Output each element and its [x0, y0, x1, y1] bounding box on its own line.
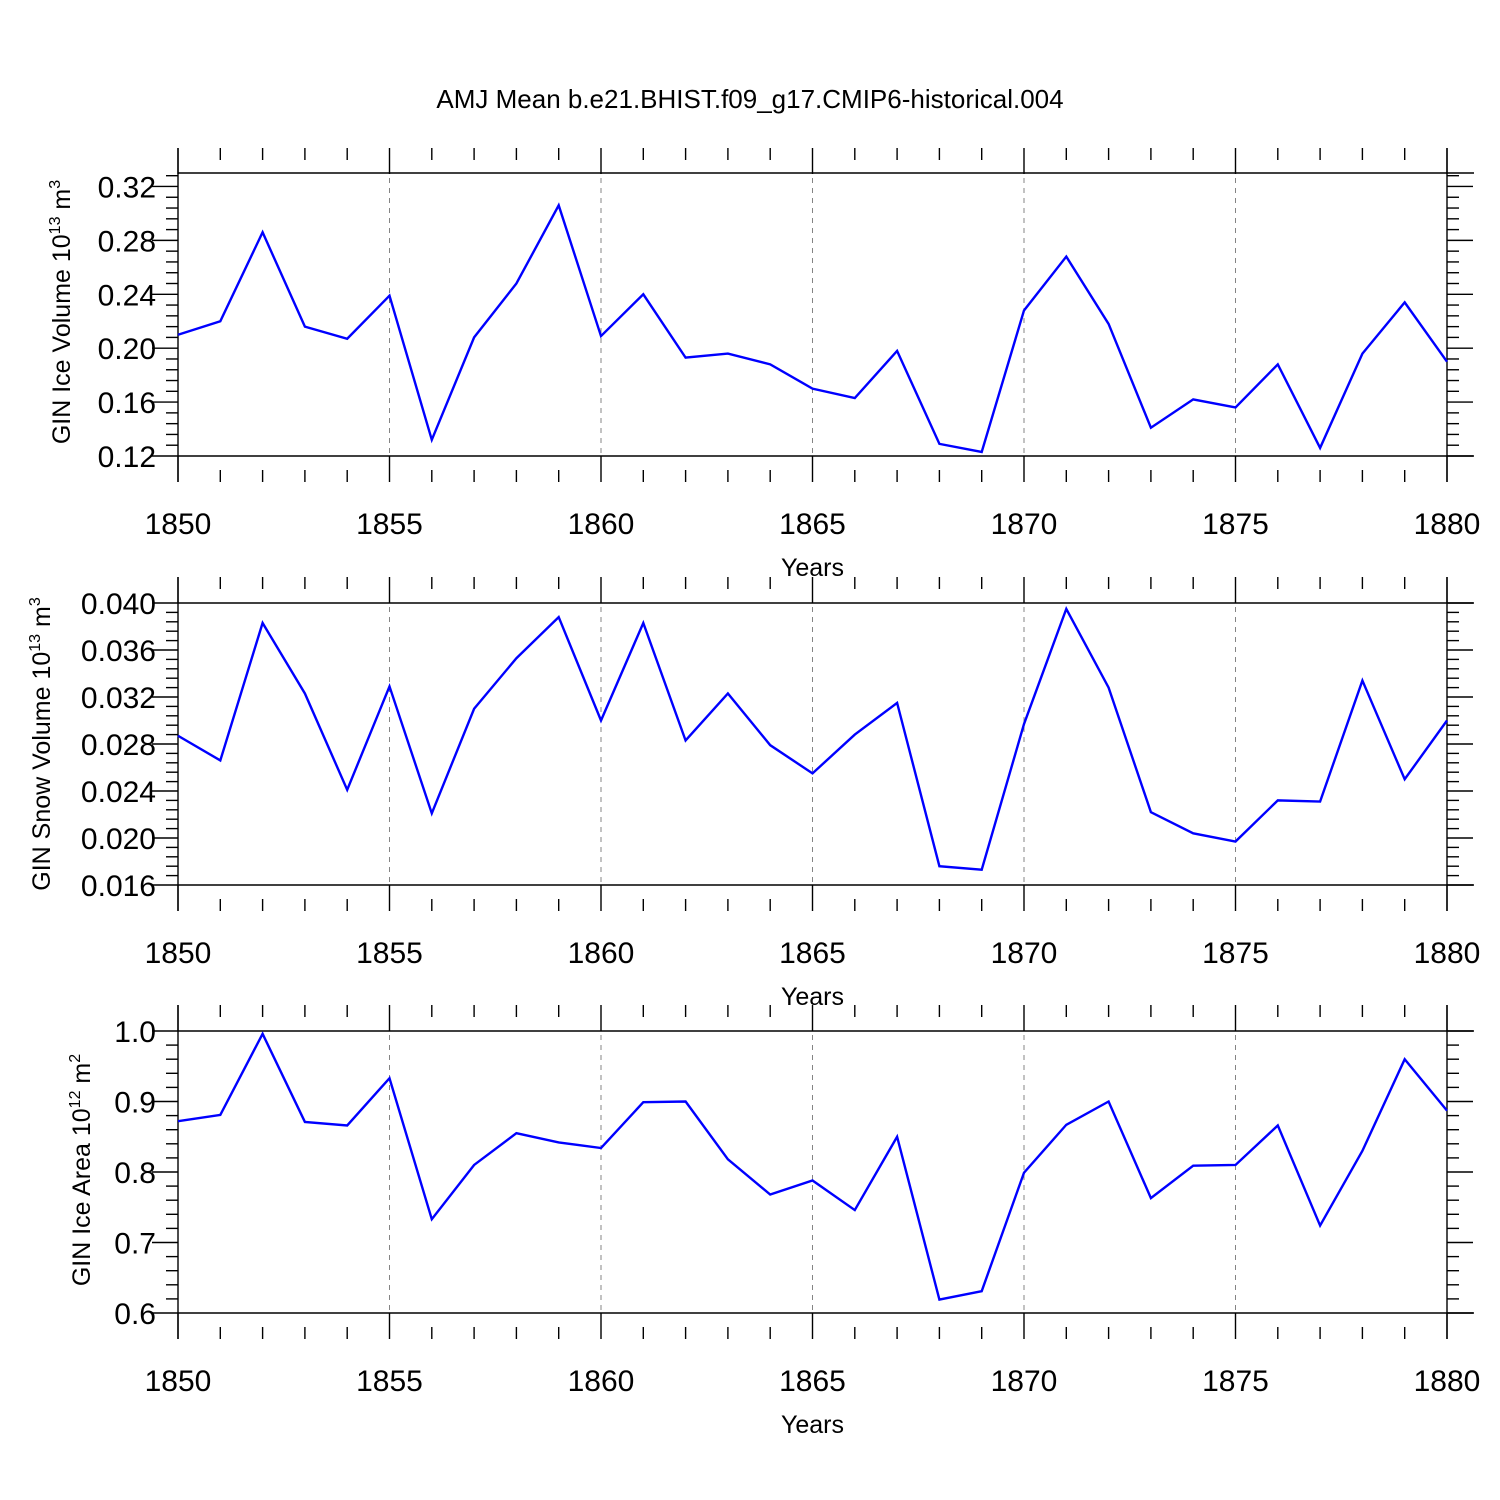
- x-tick-label: 1880: [1414, 937, 1481, 970]
- y-tick-label: 0.9: [114, 1087, 156, 1120]
- y-tick-label: 0.040: [81, 588, 156, 621]
- ice-volume-panel: 1850 1855 1860 1865 1870 1875 1880Years0.120.1…: [47, 148, 1480, 582]
- y-tick-label: 0.20: [98, 333, 156, 366]
- y-axis-title: GIN Snow Volume 1013 m3: [27, 597, 56, 891]
- x-tick-label: 1870: [991, 1365, 1058, 1398]
- y-tick-label: 0.32: [98, 171, 156, 204]
- x-tick-label: 1860: [568, 937, 635, 970]
- x-tick-label: 1855: [356, 937, 423, 970]
- y-tick-label: 0.24: [98, 279, 156, 312]
- y-tick-label: 0.8: [114, 1157, 156, 1190]
- x-tick-label: 1855: [356, 1365, 423, 1398]
- x-tick-label: 1850: [145, 508, 212, 541]
- y-axis-title: GIN Ice Volume 1013 m3: [47, 180, 76, 444]
- y-tick-label: 0.032: [81, 682, 156, 715]
- x-tick-label: 1880: [1414, 1365, 1481, 1398]
- x-tick-label: 1865: [779, 508, 846, 541]
- snow-volume-panel: 1850 1855 1860 1865 1870 1875 1880Years0.0160.…: [27, 577, 1480, 1011]
- x-tick-label: 1865: [779, 1365, 846, 1398]
- x-tick-label: 1870: [991, 937, 1058, 970]
- y-tick-label: 0.016: [81, 870, 156, 903]
- x-tick-label: 1870: [991, 508, 1058, 541]
- x-tick-label: 1850: [145, 1365, 212, 1398]
- ice-area-panel: 1850 1855 1860 1865 1870 1875 1880 Years 0.6 0.7 0…: [67, 1005, 1480, 1439]
- figure-title: AMJ Mean b.e21.BHIST.f09_g17.CMIP6-histo…: [436, 84, 1064, 114]
- y-tick-label: 0.12: [98, 441, 156, 474]
- y-tick-label: 0.036: [81, 635, 156, 668]
- y-tick-label: 0.028: [81, 729, 156, 762]
- x-tick-label: 1860: [568, 508, 635, 541]
- x-tick-label: 1875: [1202, 508, 1269, 541]
- x-tick-label: 1850: [145, 937, 212, 970]
- y-axis-title: GIN Ice Area 1012 m2: [67, 1054, 96, 1286]
- x-tick-label: 1880: [1414, 508, 1481, 541]
- y-tick-label: 1.0: [114, 1016, 156, 1049]
- x-tick-label: 1860: [568, 1365, 635, 1398]
- x-axis-title: Years: [781, 1411, 844, 1439]
- y-tick-label: 0.6: [114, 1298, 156, 1331]
- x-tick-label: 1865: [779, 937, 846, 970]
- y-tick-label: 0.024: [81, 776, 156, 809]
- x-tick-label: 1875: [1202, 1365, 1269, 1398]
- x-tick-label: 1875: [1202, 937, 1269, 970]
- y-tick-label: 0.020: [81, 823, 156, 856]
- y-tick-label: 0.16: [98, 387, 156, 420]
- y-tick-label: 0.28: [98, 225, 156, 258]
- x-tick-label: 1855: [356, 508, 423, 541]
- y-tick-label: 0.7: [114, 1228, 156, 1261]
